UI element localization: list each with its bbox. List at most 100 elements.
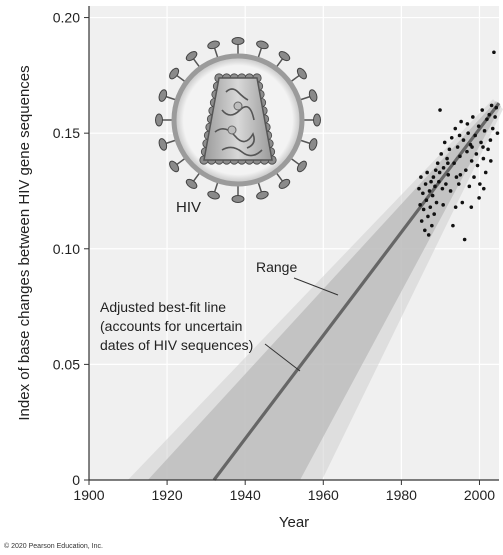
virus-spike-stalk xyxy=(165,139,176,145)
data-point xyxy=(439,152,444,156)
x-axis-label: Year xyxy=(279,514,309,531)
hiv-virus-illustration xyxy=(155,37,321,203)
virus-spike-knob xyxy=(313,113,321,127)
data-points xyxy=(417,50,500,242)
virus-enzyme xyxy=(233,101,243,111)
data-point xyxy=(465,149,469,154)
fit-line xyxy=(212,102,501,481)
data-point xyxy=(474,152,479,156)
data-point xyxy=(482,129,487,133)
data-point xyxy=(447,147,452,152)
data-point xyxy=(449,135,454,140)
data-point xyxy=(446,161,450,166)
data-point xyxy=(437,170,442,175)
data-point xyxy=(495,131,500,135)
y-tick-label: 0.15 xyxy=(53,125,80,141)
virus-spike-knob xyxy=(158,138,168,151)
data-point xyxy=(419,175,423,179)
virus-label: HIV xyxy=(176,199,201,216)
data-point xyxy=(423,228,427,233)
data-point xyxy=(437,179,441,184)
data-point xyxy=(419,219,424,223)
data-point xyxy=(457,133,462,138)
virus-spike-knob xyxy=(231,195,245,203)
data-point xyxy=(481,156,486,161)
fit-leader xyxy=(264,343,301,372)
data-point xyxy=(481,186,486,191)
range-band xyxy=(127,99,503,481)
virus-spike-stalk xyxy=(192,58,200,68)
y-tick-label: 0.10 xyxy=(53,241,80,257)
data-point xyxy=(458,172,463,177)
data-point xyxy=(471,115,475,119)
data-point xyxy=(462,237,467,242)
data-point xyxy=(452,161,456,166)
data-point xyxy=(493,115,497,119)
virus-spike-knob xyxy=(169,67,180,80)
virus-core xyxy=(203,77,273,161)
virus-spike-knob xyxy=(256,40,269,50)
data-point xyxy=(430,223,434,228)
data-point xyxy=(492,50,496,55)
virus-spike-stalk xyxy=(213,47,219,58)
y-tick-label: 0.20 xyxy=(53,10,80,26)
data-point xyxy=(438,108,442,112)
data-point xyxy=(434,200,439,205)
virus-spike-knob xyxy=(207,40,220,50)
data-point xyxy=(433,168,438,172)
data-point xyxy=(441,166,446,170)
data-point xyxy=(486,147,490,152)
virus-spike-knob xyxy=(231,37,245,45)
data-point xyxy=(477,196,481,200)
virus-spikes xyxy=(155,37,321,203)
data-point xyxy=(426,233,431,237)
data-point xyxy=(467,184,472,189)
data-point xyxy=(431,175,436,179)
data-point xyxy=(432,212,436,216)
virus-spike-knob xyxy=(185,178,198,189)
data-point xyxy=(430,193,435,198)
data-point xyxy=(460,200,465,205)
virus-spike-stalk xyxy=(276,172,284,182)
x-tick-label: 1980 xyxy=(386,487,417,503)
virus-spike-stalk xyxy=(176,74,186,82)
data-point xyxy=(470,145,474,149)
fit-label-line-3: dates of HIV sequences) xyxy=(100,337,253,353)
data-point xyxy=(489,103,494,108)
virus-enzyme xyxy=(227,125,237,135)
data-point xyxy=(425,170,429,175)
virus-spike-stalk xyxy=(300,95,311,101)
virus-spike-stalk xyxy=(192,172,200,182)
x-tick-label: 1900 xyxy=(73,487,104,503)
axes xyxy=(88,6,499,481)
ticks: 1900 1920 1940 1960 1980 2000 0 0.05 0.10 0.15 0.2… xyxy=(53,10,496,503)
data-point xyxy=(464,168,468,172)
virus-spike-knob xyxy=(308,89,318,102)
range-band-inner xyxy=(147,101,501,481)
data-point xyxy=(448,189,453,193)
data-point xyxy=(418,203,422,207)
virus-spike-knob xyxy=(296,160,307,173)
virus-spike-knob xyxy=(308,138,318,151)
data-point xyxy=(442,140,447,145)
x-tick-label: 1960 xyxy=(308,487,339,503)
data-point xyxy=(469,205,474,209)
virus-spike-knob xyxy=(296,67,307,80)
data-point xyxy=(441,203,445,207)
data-point xyxy=(453,126,458,131)
data-point xyxy=(429,179,433,184)
data-point xyxy=(490,126,495,131)
data-point xyxy=(454,175,459,179)
data-point xyxy=(427,189,432,193)
x-tick-label: 2000 xyxy=(464,487,495,503)
data-point xyxy=(481,145,485,149)
virus-spike-stalk xyxy=(165,95,176,101)
data-point xyxy=(433,184,437,189)
virus-spike-knob xyxy=(256,190,269,200)
data-point xyxy=(459,119,463,124)
virus-spike-stalk xyxy=(300,139,311,145)
data-point xyxy=(444,182,448,186)
virus-spike-stalk xyxy=(276,58,284,68)
data-point xyxy=(479,140,483,145)
